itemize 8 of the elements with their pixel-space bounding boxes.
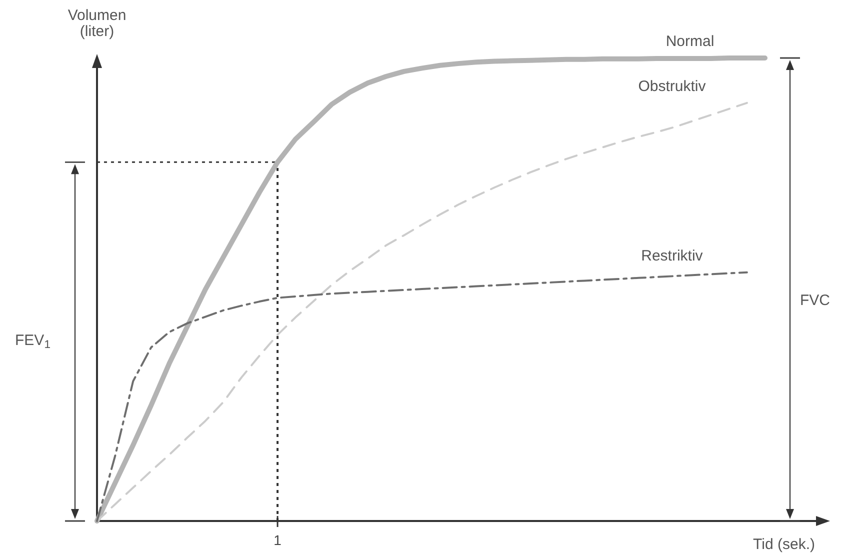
y-axis-title: Volumen (liter) — [68, 7, 126, 40]
text: FVC — [800, 292, 830, 309]
series-label: Restriktiv — [641, 247, 704, 264]
text: FEV$_{1}$ — [15, 332, 50, 352]
series-label: Obstruktiv — [638, 78, 706, 95]
series-label: Normal — [666, 33, 714, 50]
x-axis-title: Tid (sek.) — [753, 536, 815, 553]
text: 1 — [274, 532, 282, 548]
